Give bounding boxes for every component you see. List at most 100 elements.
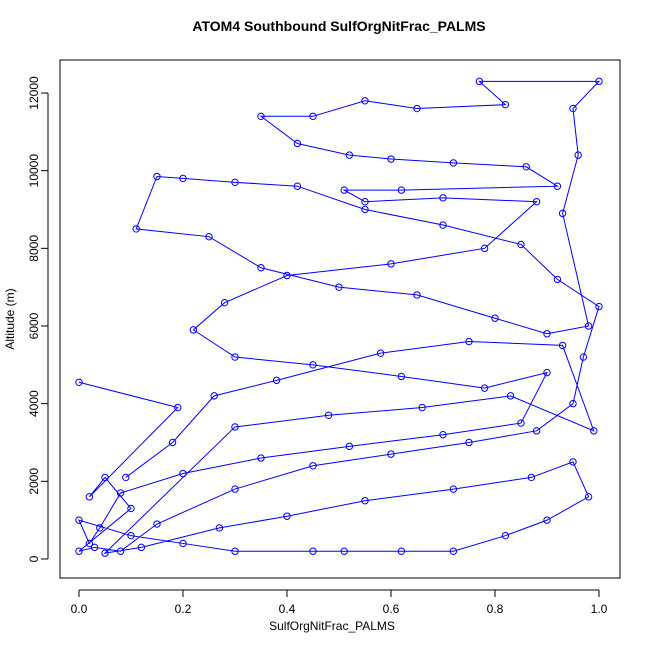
y-tick-label: 8000	[27, 235, 41, 262]
data-point	[387, 260, 395, 268]
data-point	[153, 172, 161, 181]
data-point	[501, 531, 510, 540]
y-tick-label: 10000	[27, 154, 41, 188]
data-point	[231, 423, 239, 431]
data-point	[231, 485, 239, 493]
x-tick-label: 0.0	[71, 602, 88, 616]
data-point	[449, 485, 458, 493]
data-point	[309, 547, 317, 555]
data-point	[517, 240, 525, 249]
data-point	[179, 469, 187, 478]
x-axis-label: SulfOrgNitFrac_PALMS	[269, 619, 395, 633]
x-tick-label: 0.2	[175, 602, 192, 616]
x-tick-label: 0.8	[487, 602, 504, 616]
data-point	[309, 112, 317, 121]
data-point	[116, 489, 125, 497]
data-point	[75, 516, 83, 524]
data-point	[439, 431, 447, 439]
y-axis-label: Altitude (m)	[3, 288, 17, 349]
data-point	[210, 392, 218, 400]
data-point	[397, 372, 406, 381]
data-point	[569, 458, 577, 466]
y-tick-label: 6000	[27, 312, 41, 339]
data-point	[569, 399, 577, 408]
data-point	[418, 403, 426, 412]
data-point	[257, 264, 265, 272]
data-point	[574, 151, 582, 159]
data-point	[595, 302, 603, 311]
data-point	[231, 178, 239, 187]
data-point	[397, 186, 406, 194]
data-point	[361, 97, 369, 105]
data-point	[179, 539, 187, 548]
data-point	[361, 205, 369, 214]
data-point	[475, 77, 484, 86]
data-point	[283, 512, 291, 520]
data-point	[480, 244, 489, 253]
data-point	[324, 411, 333, 419]
y-tick-label: 12000	[27, 76, 41, 110]
y-tick-label: 4000	[27, 390, 41, 417]
data-point	[439, 194, 447, 202]
data-point	[543, 330, 551, 338]
data-point	[257, 112, 265, 121]
data-point	[543, 368, 551, 377]
data-point	[345, 442, 354, 451]
data-point	[283, 271, 291, 280]
data-point	[465, 438, 473, 447]
data-point	[590, 427, 598, 435]
data-point	[179, 174, 187, 183]
data-point	[387, 450, 395, 458]
data-point	[127, 504, 135, 513]
data-point	[376, 349, 385, 357]
data-point	[137, 543, 146, 552]
data-point	[85, 539, 94, 548]
data-point	[553, 182, 562, 190]
data-point	[174, 403, 182, 412]
data-point	[413, 104, 421, 113]
data-point	[101, 549, 109, 557]
data-point	[506, 392, 515, 400]
data-point	[75, 378, 83, 386]
data-point	[293, 139, 302, 148]
data-point	[449, 547, 458, 555]
data-point	[90, 543, 99, 552]
data-point	[127, 531, 135, 540]
data-point	[189, 326, 198, 334]
data-point	[75, 547, 83, 555]
data-point	[543, 516, 551, 524]
data-point	[122, 473, 130, 482]
data-point	[132, 225, 140, 233]
data-point	[85, 493, 94, 501]
x-tick-label: 1.0	[591, 602, 608, 616]
data-point	[340, 186, 348, 194]
y-tick-label: 0	[27, 555, 41, 562]
data-point	[532, 198, 541, 206]
data-point	[584, 322, 593, 330]
data-point	[361, 198, 369, 206]
x-tick-label: 0.6	[383, 602, 400, 616]
data-point	[153, 520, 161, 528]
data-point	[558, 209, 567, 218]
data-point	[361, 497, 369, 505]
data-point	[231, 547, 239, 555]
data-point	[553, 275, 562, 284]
data-point	[309, 462, 317, 470]
data-point	[595, 77, 603, 86]
chart-title: ATOM4 Southbound SulfOrgNitFrac_PALMS	[192, 18, 485, 34]
data-point	[480, 384, 489, 392]
data-point	[387, 155, 395, 163]
data-point	[340, 547, 348, 555]
data-point	[579, 353, 588, 361]
data-point	[309, 361, 317, 369]
data-point	[449, 159, 458, 167]
data-point	[220, 298, 229, 307]
data-point	[96, 524, 104, 532]
data-point	[527, 473, 536, 482]
data-point	[465, 337, 473, 346]
data-point	[272, 376, 281, 385]
data-point	[293, 182, 302, 190]
data-point	[501, 100, 510, 109]
